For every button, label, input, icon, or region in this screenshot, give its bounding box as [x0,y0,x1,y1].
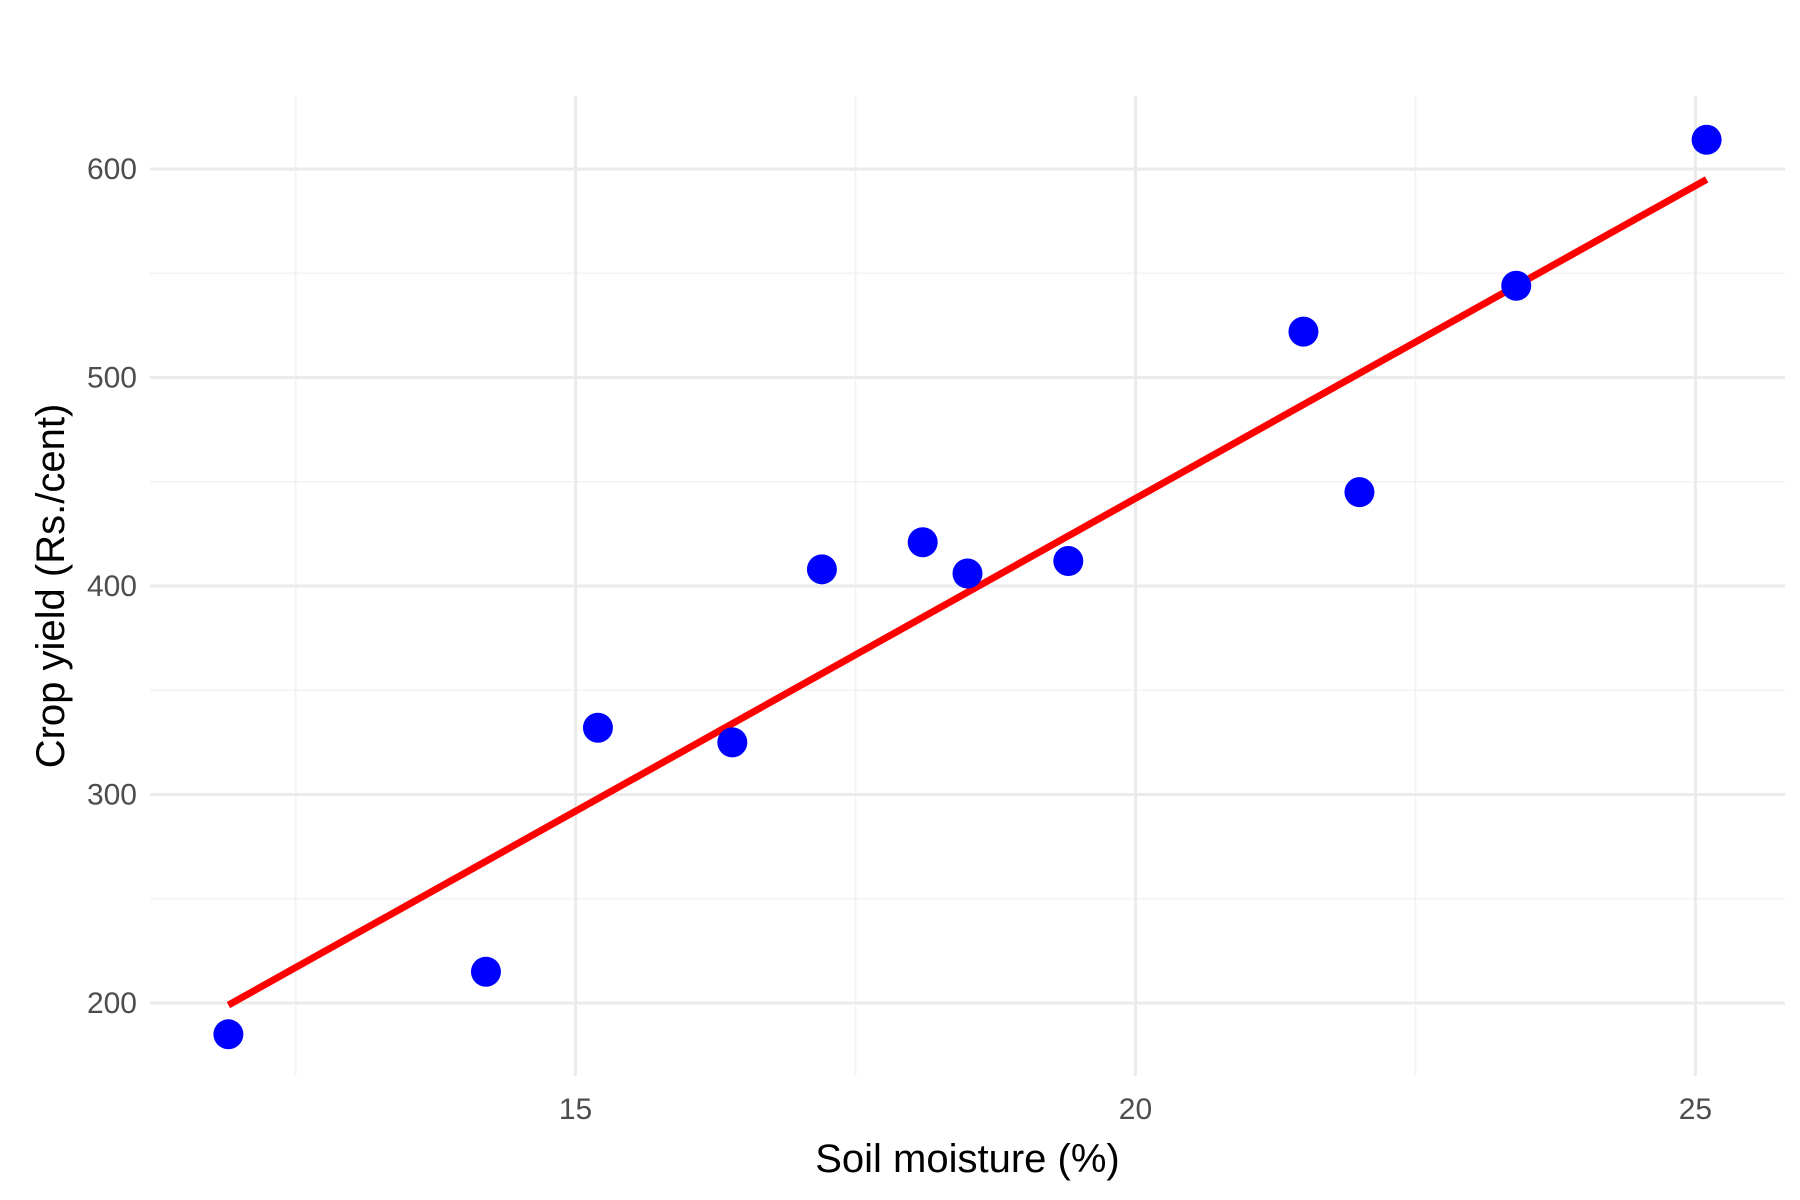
y-tick-label: 400 [87,570,137,603]
y-axis-title: Crop yield (Rs./cent) [29,404,73,769]
x-tick-label: 20 [1119,1093,1152,1126]
data-point [717,727,748,758]
data-point [806,554,837,585]
y-tick-label: 300 [87,779,137,812]
y-tick-label: 600 [87,153,137,186]
data-point [1288,316,1319,347]
data-point [1501,270,1532,301]
data-point [907,527,938,558]
x-axis-title: Soil moisture (%) [815,1137,1120,1181]
data-point [952,558,983,589]
y-tick-label: 200 [87,987,137,1020]
y-tick-label: 500 [87,361,137,394]
data-point [1053,545,1084,576]
data-point [1691,124,1722,155]
x-tick-label: 15 [559,1093,592,1126]
x-tick-label: 25 [1679,1093,1712,1126]
data-point [213,1019,244,1050]
plot-marks [213,124,1722,1050]
axes: 15 20 25 200 300 400 500 600 [87,153,1712,1126]
data-point [1344,477,1375,508]
data-point [470,956,501,987]
regression-line [226,176,1709,1009]
data-point [582,712,613,743]
